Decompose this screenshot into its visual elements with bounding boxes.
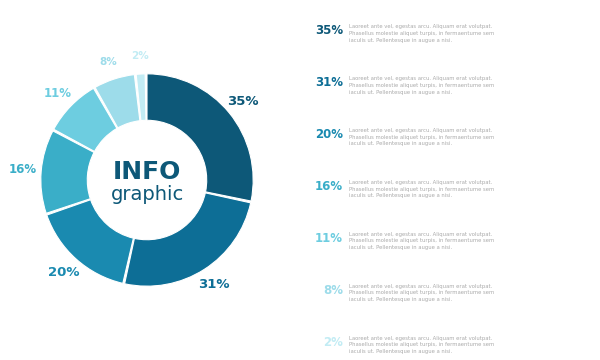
Wedge shape: [54, 88, 117, 152]
Wedge shape: [136, 74, 146, 121]
Text: 35%: 35%: [227, 95, 259, 108]
Text: graphic: graphic: [110, 185, 184, 204]
Text: 2%: 2%: [323, 336, 343, 348]
Text: Laoreet ante vel, egestas arcu. Aliquam erat volutpat.
Phasellus molestie alique: Laoreet ante vel, egestas arcu. Aliquam …: [349, 76, 494, 95]
Text: 8%: 8%: [323, 284, 343, 297]
Text: Laoreet ante vel, egestas arcu. Aliquam erat volutpat.
Phasellus molestie alique: Laoreet ante vel, egestas arcu. Aliquam …: [349, 232, 494, 250]
Text: 2%: 2%: [131, 51, 148, 61]
Text: 20%: 20%: [315, 128, 343, 141]
Wedge shape: [47, 200, 133, 283]
Wedge shape: [95, 75, 140, 128]
Wedge shape: [125, 193, 251, 286]
Text: Laoreet ante vel, egestas arcu. Aliquam erat volutpat.
Phasellus molestie alique: Laoreet ante vel, egestas arcu. Aliquam …: [349, 128, 494, 147]
Wedge shape: [147, 74, 253, 201]
Text: 20%: 20%: [48, 266, 80, 279]
Text: 16%: 16%: [9, 163, 37, 176]
Text: INFO: INFO: [113, 160, 181, 184]
Text: 11%: 11%: [44, 87, 72, 100]
Text: 35%: 35%: [315, 24, 343, 37]
Text: Laoreet ante vel, egestas arcu. Aliquam erat volutpat.
Phasellus molestie alique: Laoreet ante vel, egestas arcu. Aliquam …: [349, 336, 494, 354]
Wedge shape: [41, 131, 94, 213]
Text: 31%: 31%: [199, 278, 230, 291]
Text: 8%: 8%: [100, 57, 118, 67]
Text: Laoreet ante vel, egestas arcu. Aliquam erat volutpat.
Phasellus molestie alique: Laoreet ante vel, egestas arcu. Aliquam …: [349, 284, 494, 302]
Text: Laoreet ante vel, egestas arcu. Aliquam erat volutpat.
Phasellus molestie alique: Laoreet ante vel, egestas arcu. Aliquam …: [349, 24, 494, 43]
Text: 11%: 11%: [315, 232, 343, 245]
Text: Laoreet ante vel, egestas arcu. Aliquam erat volutpat.
Phasellus molestie alique: Laoreet ante vel, egestas arcu. Aliquam …: [349, 180, 494, 198]
Text: 31%: 31%: [315, 76, 343, 89]
Text: 16%: 16%: [315, 180, 343, 193]
